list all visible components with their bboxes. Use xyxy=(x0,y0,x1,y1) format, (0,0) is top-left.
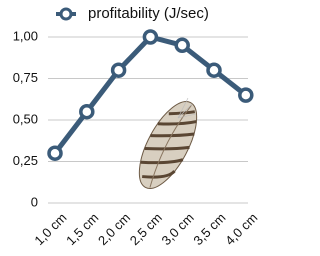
data-point xyxy=(208,64,220,76)
data-point xyxy=(176,39,188,51)
page: {"chart_data": {"type": "line", "categor… xyxy=(0,0,320,256)
data-point xyxy=(49,147,61,159)
data-point xyxy=(81,106,93,118)
x-tick-label: 2,5 cm xyxy=(127,210,165,248)
x-tick-label: 4,0 cm xyxy=(222,210,260,248)
y-tick-label: 0,50 xyxy=(13,111,38,126)
data-point xyxy=(240,89,252,101)
x-tick-label: 1,0 cm xyxy=(31,210,69,248)
y-tick-label: 0,25 xyxy=(13,153,38,168)
chart: 0 0,25 0,50 0,75 1,00 1,0 cm1,5 cm2,0 cm2,5 c… xyxy=(0,0,264,256)
data-point xyxy=(113,64,125,76)
data-point xyxy=(144,31,156,43)
y-tick-label: 0 xyxy=(31,194,38,209)
x-tick-label: 2,0 cm xyxy=(95,210,133,248)
y-tick-label: 1,00 xyxy=(13,28,38,43)
y-tick-label: 0,75 xyxy=(13,70,38,85)
legend-marker xyxy=(61,9,71,19)
mussel-illustration xyxy=(128,93,208,197)
x-tick-label: 3,5 cm xyxy=(190,210,228,248)
legend-label: profitability (J/sec) xyxy=(88,5,209,22)
x-tick-label: 3,0 cm xyxy=(159,210,197,248)
x-tick-label: 1,5 cm xyxy=(63,210,101,248)
